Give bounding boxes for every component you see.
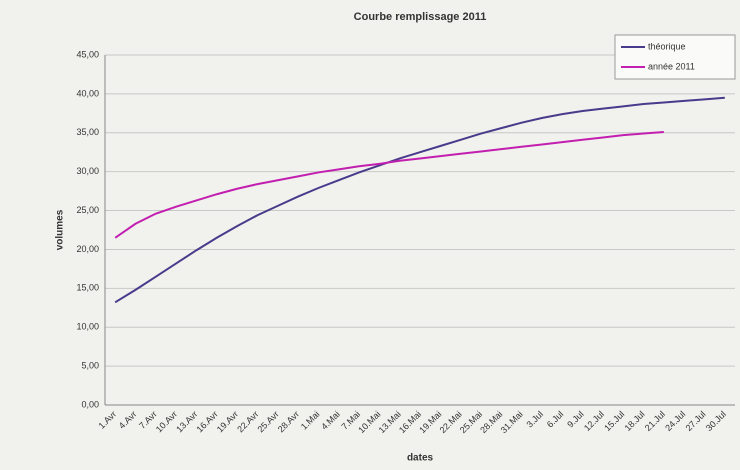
legend-box <box>614 34 736 80</box>
chart-title: Courbe remplissage 2011 <box>354 11 487 23</box>
x-axis-label: dates <box>407 453 434 464</box>
y-tick-label: 10,00 <box>76 322 99 332</box>
y-tick-label: 30,00 <box>76 166 99 176</box>
y-tick-label: 20,00 <box>76 244 99 254</box>
legend-label: théorique <box>648 41 686 51</box>
y-tick-label: 15,00 <box>76 283 99 293</box>
series-line <box>114 131 664 239</box>
y-tick-label: 5,00 <box>81 360 99 370</box>
y-tick-label: 35,00 <box>76 127 99 137</box>
series-line <box>114 96 725 304</box>
y-tick-label: 25,00 <box>76 205 99 215</box>
y-tick-label: 40,00 <box>76 88 99 98</box>
y-tick-label: 0,00 <box>81 399 99 409</box>
y-axis-label: volumes <box>55 209 66 250</box>
y-tick-label: 45,00 <box>76 49 99 59</box>
legend-label: année 2011 <box>648 61 695 71</box>
